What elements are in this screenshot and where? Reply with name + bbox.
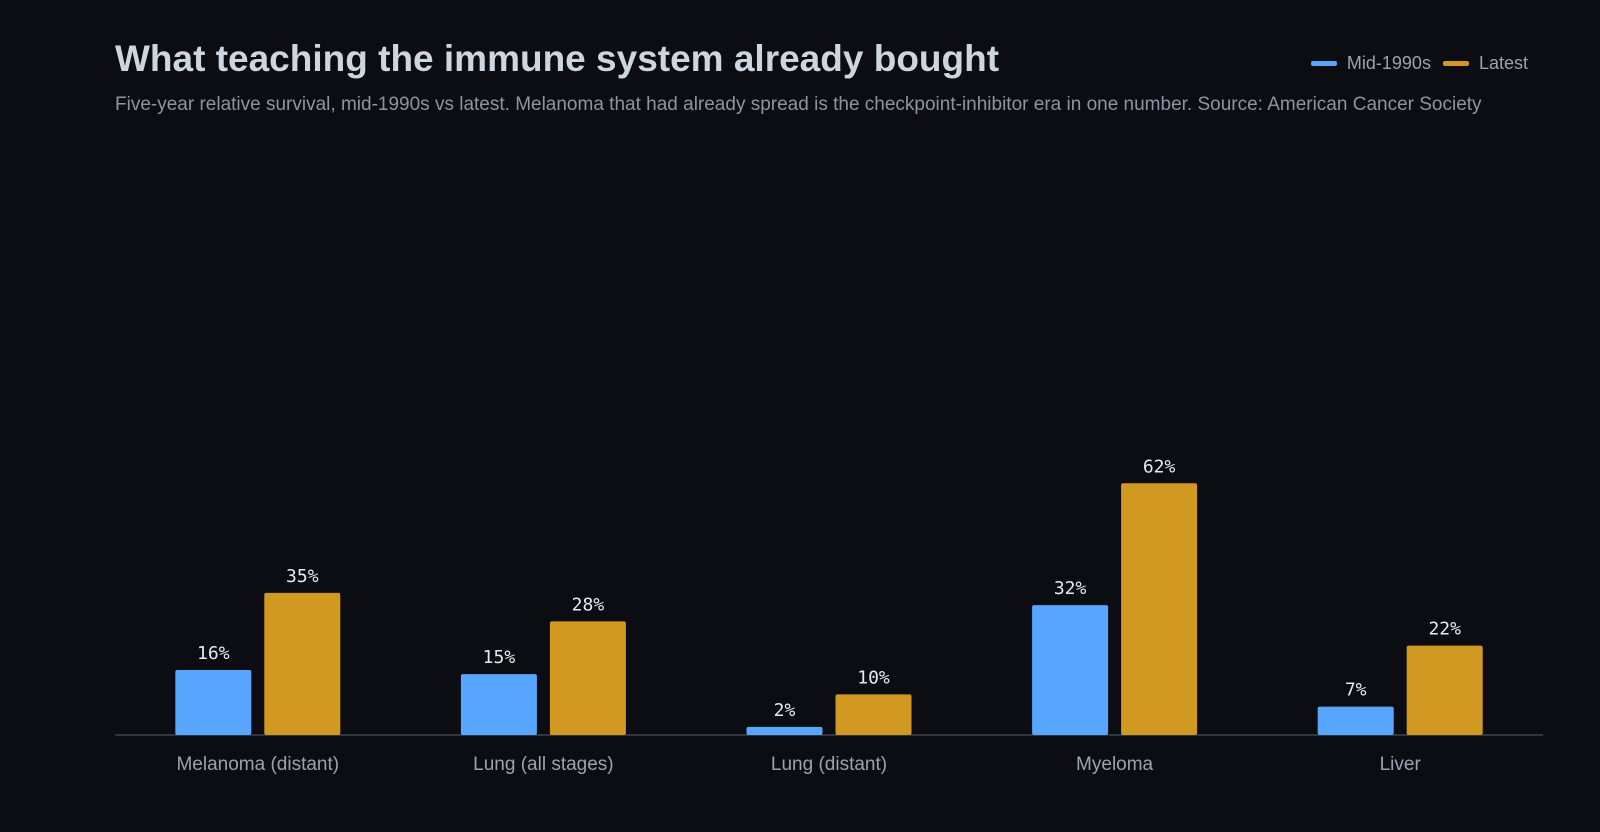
legend-swatch-series-1 xyxy=(1442,61,1469,66)
category-label-1: Lung (all stages) xyxy=(473,754,613,775)
labels-group: 16% 35% Melanoma (distant) 15% 28% Lung (all … xyxy=(176,456,1461,775)
bar-0-1 xyxy=(460,674,537,735)
bar-0-2 xyxy=(746,726,823,735)
bars-group xyxy=(175,483,1483,735)
bar-1-2 xyxy=(835,694,912,735)
chart-title: What teaching the immune system already … xyxy=(115,38,1000,79)
bar-1-4 xyxy=(1406,645,1483,735)
legend-item-series-0: Mid-1990s xyxy=(1310,53,1431,74)
category-label-2: Lung (distant) xyxy=(771,754,887,775)
category-label-4: Liver xyxy=(1380,754,1422,775)
bar-1-1 xyxy=(549,621,626,735)
chart-subtitle: Five-year relative survival, mid-1990s v… xyxy=(115,94,1482,115)
category-label-3: Myeloma xyxy=(1076,754,1154,775)
bar-0-0 xyxy=(175,670,252,735)
data-label-1-1: 28% xyxy=(572,594,605,615)
bar-1-3 xyxy=(1121,483,1198,735)
data-label-0-1: 15% xyxy=(483,647,516,668)
data-label-0-4: 7% xyxy=(1345,680,1367,701)
data-label-0-0: 16% xyxy=(197,643,230,664)
bar-0-3 xyxy=(1032,605,1109,735)
legend-swatch-series-0 xyxy=(1310,61,1337,66)
legend-label-series-1: Latest xyxy=(1478,53,1528,73)
data-label-0-2: 2% xyxy=(774,700,796,721)
data-label-1-3: 62% xyxy=(1143,456,1176,477)
legend-label-series-0: Mid-1990s xyxy=(1346,53,1431,73)
legend: Mid-1990s Latest xyxy=(1299,53,1528,74)
data-label-1-4: 22% xyxy=(1428,619,1461,640)
data-label-1-0: 35% xyxy=(286,566,319,587)
bar-1-0 xyxy=(264,592,341,735)
data-label-0-3: 32% xyxy=(1054,578,1087,599)
data-label-1-2: 10% xyxy=(857,667,890,688)
bar-0-4 xyxy=(1317,706,1394,735)
category-label-0: Melanoma (distant) xyxy=(176,754,339,775)
legend-item-series-1: Latest xyxy=(1442,53,1528,74)
